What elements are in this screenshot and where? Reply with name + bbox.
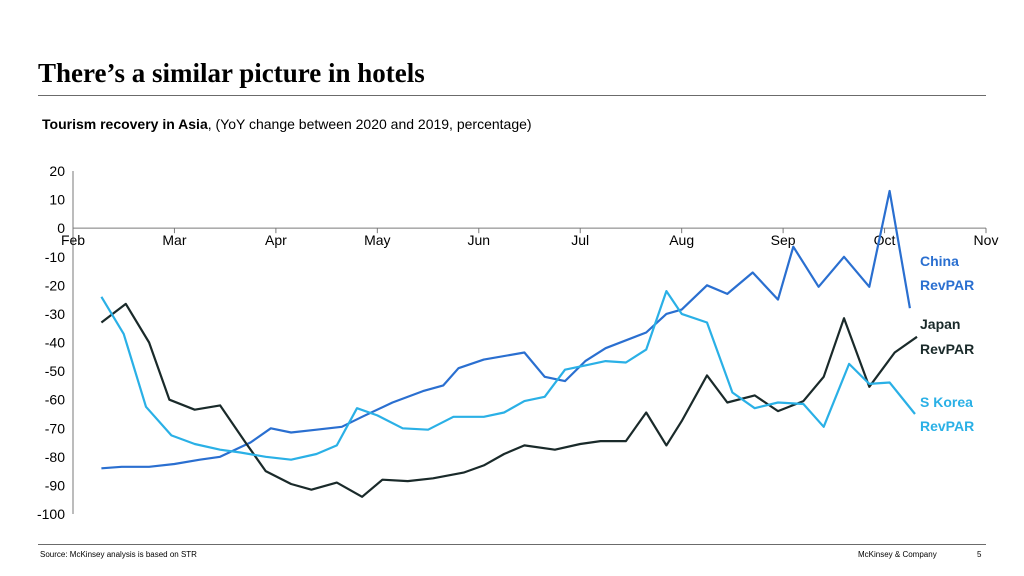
y-tick-label: 0	[57, 220, 65, 236]
y-tick-label: 10	[49, 192, 65, 208]
page-title: There’s a similar picture in hotels	[38, 58, 425, 88]
china-revpar-line	[101, 189, 911, 470]
footer-divider	[38, 544, 986, 545]
subtitle-bold: Tourism recovery in Asia	[42, 116, 208, 132]
chart-subtitle: Tourism recovery in Asia, (YoY change be…	[42, 116, 532, 132]
s-korea-revpar-label: RevPAR	[920, 418, 974, 434]
japan-revpar-label: RevPAR	[920, 341, 974, 357]
y-tick-label: -50	[45, 363, 65, 379]
y-tick-label: -30	[45, 306, 65, 322]
y-tick-label: -60	[45, 392, 65, 408]
x-tick-label: May	[364, 232, 390, 248]
x-tick-label: Feb	[61, 232, 85, 248]
china-revpar-label: RevPAR	[920, 277, 974, 293]
y-tick-label: -90	[45, 477, 65, 493]
x-tick-label: Jun	[467, 232, 490, 248]
s-korea-revpar-label: S Korea	[920, 394, 973, 410]
y-tick-label: -20	[45, 277, 65, 293]
y-tick-label: -70	[45, 420, 65, 436]
x-tick-label: Apr	[265, 232, 287, 248]
subtitle-rest: , (YoY change between 2020 and 2019, per…	[207, 116, 532, 132]
y-tick-label: -100	[37, 506, 65, 522]
x-tick-label: Aug	[669, 232, 694, 248]
footer-source: Source: McKinsey analysis is based on ST…	[40, 550, 197, 559]
s-korea-revpar-line	[100, 290, 916, 461]
y-tick-label: 20	[49, 163, 65, 179]
x-tick-label: Sep	[771, 232, 796, 248]
footer-company: McKinsey & Company	[858, 550, 937, 559]
x-tick-label: Nov	[974, 232, 999, 248]
x-tick-label: Jul	[571, 232, 589, 248]
japan-revpar-label: Japan	[920, 316, 960, 332]
china-revpar-label: China	[920, 253, 959, 269]
y-tick-label: -10	[45, 249, 65, 265]
y-tick-label: -40	[45, 335, 65, 351]
x-tick-label: Mar	[162, 232, 186, 248]
japan-revpar-line	[100, 302, 918, 498]
title-divider	[38, 95, 986, 96]
y-tick-label: -80	[45, 449, 65, 465]
page-number: 5	[977, 550, 982, 559]
